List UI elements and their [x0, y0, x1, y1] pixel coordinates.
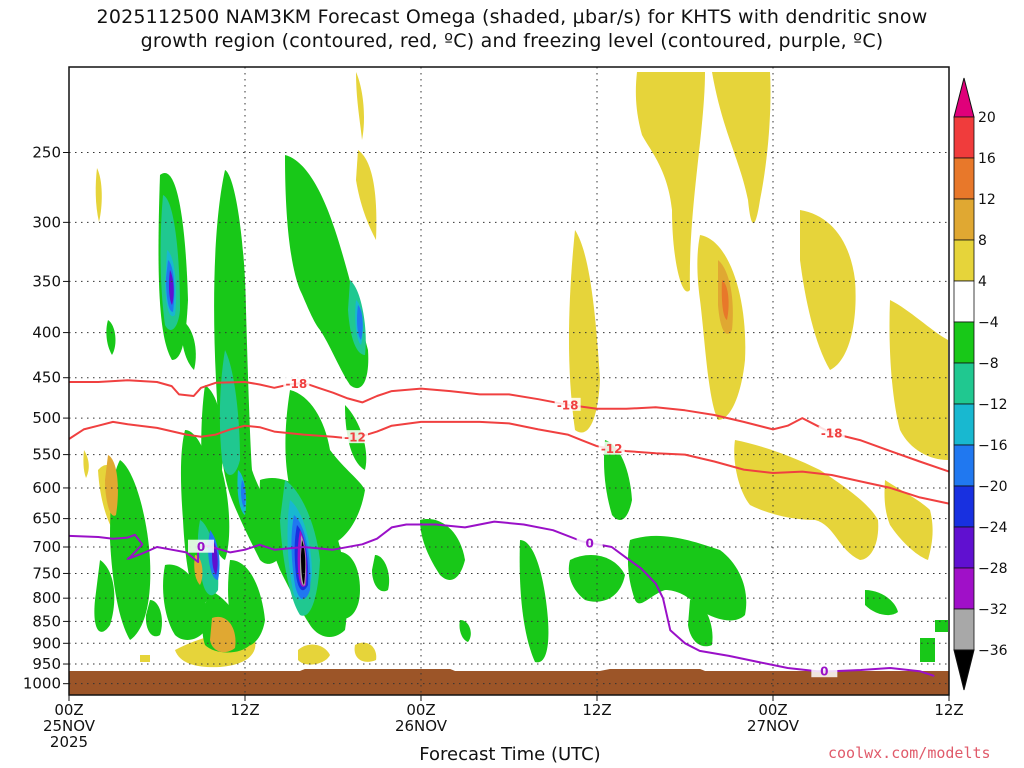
- colorbar-swatch-12: [953, 608, 975, 651]
- y-tick-label-950: 950: [32, 655, 61, 673]
- y-tick-label-550: 550: [32, 446, 61, 464]
- colorbar-label-13: −36: [978, 643, 1008, 659]
- contour-label-2-0: 0: [197, 540, 205, 554]
- y-tick-label-850: 850: [32, 612, 61, 630]
- colorbar-swatch-9: [953, 485, 975, 528]
- contour-label-2-1: 0: [585, 536, 593, 550]
- x-tick-label-24-0: 00Z: [406, 701, 435, 719]
- y-tick-label-350: 350: [32, 272, 61, 290]
- colorbar-swatch-0: [953, 116, 975, 159]
- y-tick-label-650: 650: [32, 510, 61, 528]
- pressure-axis: 250 300 350 400 450 500 550 600 650 700 750 800 850 9…: [23, 143, 69, 693]
- colorbar-label-2: 12: [978, 192, 996, 208]
- colorbar-label-1: 16: [978, 151, 996, 167]
- y-tick-label-900: 900: [32, 634, 61, 652]
- omega-colorbar: 20 16 12 8 4 −4 −8 −12 −16 −20 −24 −28 −32 −36: [953, 77, 1008, 691]
- colorbar-swatch-7: [953, 403, 975, 446]
- colorbar-label-4: 4: [978, 274, 987, 290]
- x-tick-label-12-0: 12Z: [230, 701, 259, 719]
- contour-label-2-2: 0: [820, 665, 828, 679]
- contour-label-bg: [576, 535, 603, 549]
- yellow-upward-motion-areas: [83, 72, 948, 668]
- x-tick-label-0-1: 25NOV: [43, 717, 96, 735]
- colorbar-top-arrow: [953, 77, 975, 118]
- x-tick-label-48-0: 00Z: [758, 701, 787, 719]
- contour-label-1-0: -12: [344, 431, 366, 445]
- colorbar-swatch-4: [953, 280, 975, 323]
- colorbar-swatch-5: [953, 321, 975, 364]
- colorbar-swatch-11: [953, 567, 975, 610]
- y-tick-label-700: 700: [32, 538, 61, 556]
- chart-title-line-1: 2025112500 NAM3KM Forecast Omega (shaded…: [96, 6, 928, 28]
- colorbar-swatch-6: [953, 362, 975, 405]
- contour-label-bg: [188, 539, 214, 553]
- colorbar-swatch-1: [953, 157, 975, 200]
- credit-text: coolwx.com/modelts: [828, 744, 991, 762]
- colorbar-label-7: −12: [978, 397, 1008, 413]
- colorbar-label-5: −4: [978, 315, 999, 331]
- contour-label-bg: [342, 430, 368, 444]
- colorbar-label-8: −16: [978, 438, 1008, 454]
- contour-label-bg: [818, 426, 845, 440]
- contour-line-0: [69, 379, 950, 473]
- colorbar-swatch-10: [953, 526, 975, 569]
- colorbar-label-11: −28: [978, 561, 1008, 577]
- x-tick-label-0-0: 00Z: [54, 701, 83, 719]
- y-tick-label-600: 600: [32, 479, 61, 497]
- contour-label-bg: [283, 376, 310, 390]
- contour-label-0-2: -18: [821, 427, 843, 441]
- x-axis-title: Forecast Time (UTC): [419, 744, 601, 765]
- contour-label-1-1: -12: [601, 442, 623, 456]
- contour-label-bg: [598, 441, 625, 455]
- colorbar-label-10: −24: [978, 520, 1008, 536]
- colorbar-label-6: −8: [978, 356, 999, 372]
- colorbar-swatch-8: [953, 444, 975, 487]
- colorbar-swatch-3: [953, 239, 975, 282]
- y-tick-label-400: 400: [32, 324, 61, 342]
- x-tick-label-48-1: 27NOV: [747, 717, 800, 735]
- y-tick-label-450: 450: [32, 369, 61, 387]
- y-tick-label-500: 500: [32, 409, 61, 427]
- x-tick-label-24-1: 26NOV: [395, 717, 448, 735]
- x-tick-label-0-2: 2025: [50, 733, 88, 751]
- contour-label-bg: [554, 397, 581, 411]
- orange-strong-upward-cores: [105, 260, 733, 653]
- x-tick-label-36-0: 12Z: [582, 701, 611, 719]
- y-tick-label-300: 300: [32, 213, 61, 231]
- ground-top-edge: [69, 669, 949, 675]
- y-tick-label-800: 800: [32, 589, 61, 607]
- y-tick-label-750: 750: [32, 564, 61, 582]
- colorbar-swatch-2: [953, 198, 975, 241]
- omega-shading: [83, 72, 948, 668]
- temperature-contours: -18 -18 -18 -12 -12 0 0 0: [68, 376, 950, 679]
- contour-label-bg: [811, 664, 838, 678]
- contour-label-0-1: -18: [557, 398, 579, 412]
- contour-label-0-0: -18: [285, 377, 307, 391]
- contour-line-2: [68, 520, 935, 677]
- colorbar-label-9: −20: [978, 479, 1008, 495]
- contour-line-1: [68, 420, 950, 505]
- colorbar-bottom-arrow: [953, 649, 975, 691]
- colorbar-label-0: 20: [978, 110, 996, 126]
- chart-title-line-2: growth region (contoured, red, ºC) and f…: [140, 30, 884, 52]
- ground-fill: [69, 671, 949, 695]
- y-tick-label-250: 250: [32, 143, 61, 161]
- colorbar-label-3: 8: [978, 233, 987, 249]
- x-tick-label-60-0: 12Z: [934, 701, 963, 719]
- plot-frame: [68, 66, 950, 696]
- y-tick-label-1000: 1000: [23, 675, 61, 693]
- colorbar-label-12: −32: [978, 602, 1008, 618]
